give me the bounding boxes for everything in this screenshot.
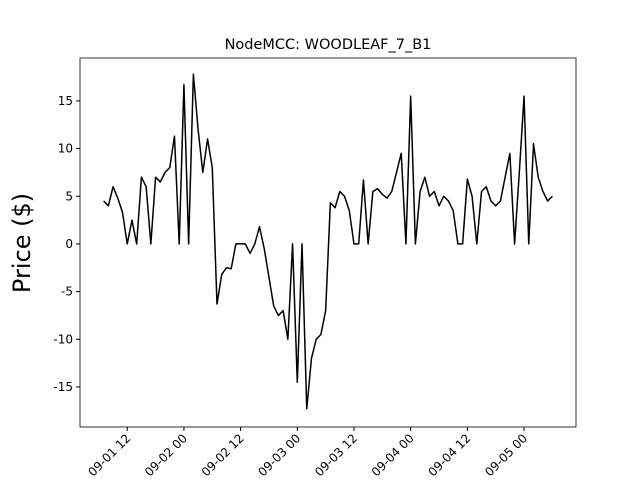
y-tick-label: 0 [65, 237, 73, 251]
y-axis-label: Price ($) [8, 193, 36, 293]
y-tick-label: 15 [58, 94, 73, 108]
plot-frame [79, 57, 577, 428]
chart-title: NodeMCC: WOODLEAF_7_B1 [225, 37, 432, 53]
y-tick-label: 5 [65, 189, 73, 203]
y-tick-label: -15 [53, 380, 73, 394]
y-tick-label: 10 [58, 142, 73, 156]
line-series [103, 73, 553, 410]
y-tick-label: -5 [61, 285, 73, 299]
y-tick-label: -10 [53, 332, 73, 346]
